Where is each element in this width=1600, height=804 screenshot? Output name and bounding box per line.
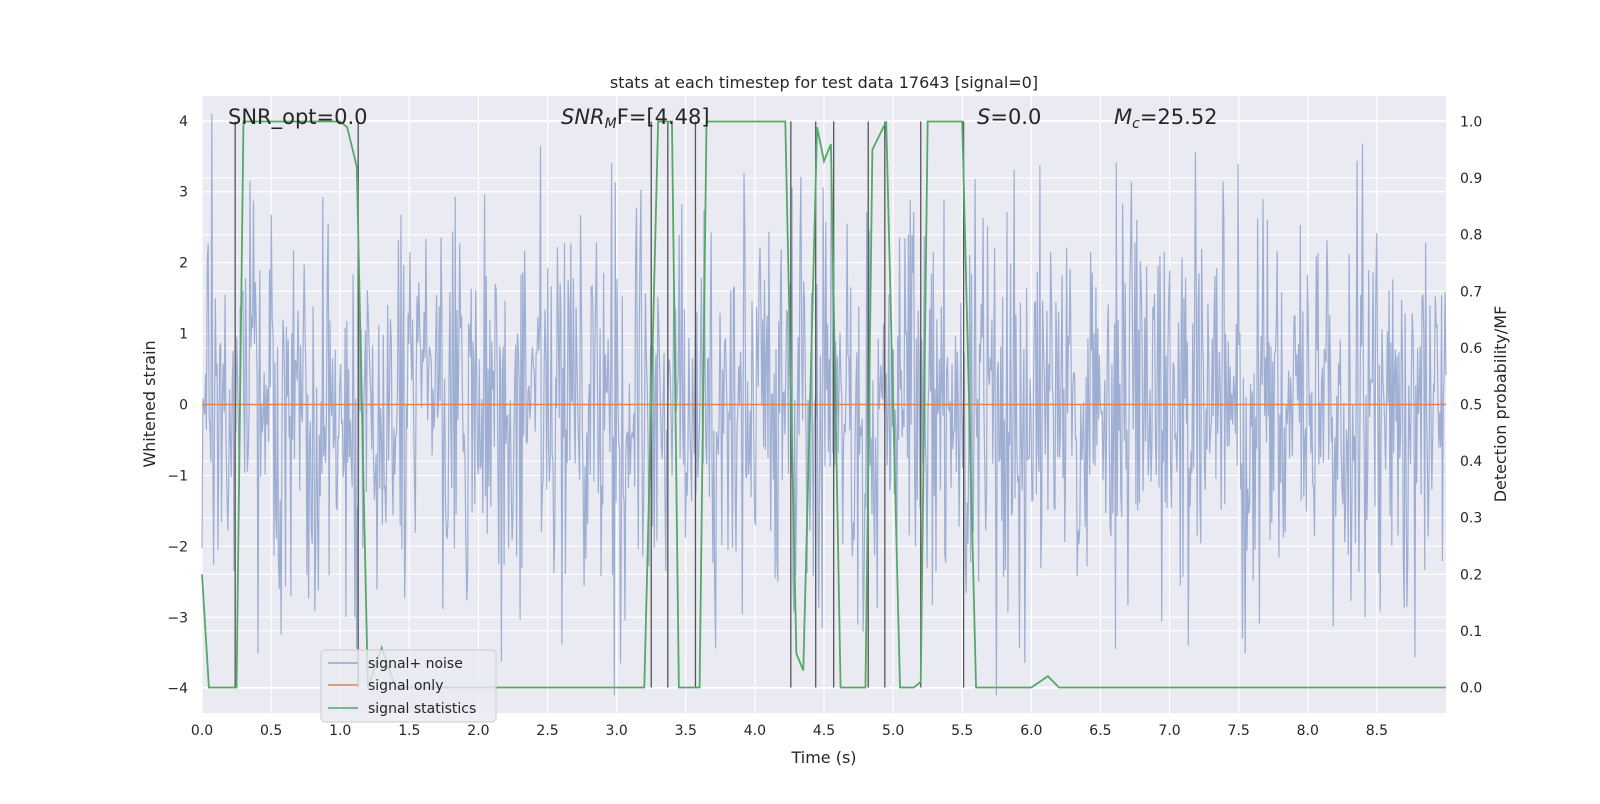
y-right-tick-label: 0.4 xyxy=(1460,454,1482,470)
snr-mf-main: SNR xyxy=(561,105,605,129)
snr-opt-annotation: SNR_opt=0.0 xyxy=(228,105,368,130)
x-tick-label: 4.5 xyxy=(813,723,835,739)
y-axis-right-label: Detection probability/MF xyxy=(1491,306,1510,503)
s-annotation: S=0.0 xyxy=(977,105,1041,129)
x-tick-label: 5.5 xyxy=(951,723,973,739)
x-tick-label: 0.0 xyxy=(191,723,213,739)
snr-mf-rest: F=[4.48] xyxy=(617,105,710,129)
x-tick-label: 6.5 xyxy=(1089,723,1111,739)
x-tick-label: 4.0 xyxy=(744,723,766,739)
y-right-tick-label: 0.3 xyxy=(1460,511,1482,527)
legend-label-signal-statistics: signal statistics xyxy=(368,701,476,717)
x-tick-label: 1.0 xyxy=(329,723,351,739)
x-tick-label: 8.5 xyxy=(1366,723,1388,739)
y-right-tick-label: 0.5 xyxy=(1460,398,1482,414)
y-right-tick-label: 0.2 xyxy=(1460,567,1482,583)
x-tick-label: 7.0 xyxy=(1158,723,1180,739)
x-tick-label: 3.0 xyxy=(606,723,628,739)
y-tick-label: 0 xyxy=(179,398,188,414)
legend: signal+ noise signal only signal statist… xyxy=(320,649,497,723)
y-right-tick-label: 1.0 xyxy=(1460,114,1482,130)
x-tick-label: 3.5 xyxy=(675,723,697,739)
y-right-tick-label: 0.6 xyxy=(1460,341,1482,357)
x-axis-label: Time (s) xyxy=(790,748,856,767)
x-tick-label: 7.5 xyxy=(1228,723,1250,739)
y-right-tick-label: 0.0 xyxy=(1460,681,1482,697)
mc-annotation: Mc=25.52 xyxy=(1114,105,1218,132)
signal-statistics-line xyxy=(201,120,1446,689)
x-tick-label: 5.0 xyxy=(882,723,904,739)
y-tick-label: −2 xyxy=(167,539,188,555)
signal-statistics-series xyxy=(201,120,1446,689)
mc-sub: c xyxy=(1132,116,1140,132)
mc-main: M xyxy=(1114,105,1132,129)
y-tick-label: 1 xyxy=(179,327,188,343)
x-tick-label: 0.5 xyxy=(260,723,282,739)
y-right-tick-label: 0.7 xyxy=(1460,284,1482,300)
snr-mf-annotation: SNRMF=[4.48] xyxy=(561,105,710,132)
x-tick-label: 1.5 xyxy=(398,723,420,739)
y-tick-label: −3 xyxy=(167,610,188,626)
x-tick-label: 2.0 xyxy=(467,723,489,739)
x-tick-label: 2.5 xyxy=(536,723,558,739)
legend-box xyxy=(320,649,497,723)
signal-noise-series xyxy=(201,113,1447,696)
tick-labels: 0.0 0.5 1.0 1.5 2.0 2.5 3.0 3.5 4.0 4.5 5.0 5.5 6.0 6… xyxy=(167,114,1482,739)
s-main: S xyxy=(977,105,990,129)
mc-rest: =25.52 xyxy=(1140,105,1218,129)
chart-title: stats at each timestep for test data 176… xyxy=(610,73,1038,92)
s-rest: =0.0 xyxy=(990,105,1041,129)
y-tick-label: 3 xyxy=(179,185,188,201)
x-tick-label: 8.0 xyxy=(1297,723,1319,739)
legend-label-signal-noise: signal+ noise xyxy=(368,656,463,672)
snr-mf-sub: M xyxy=(605,116,617,132)
y-right-tick-label: 0.8 xyxy=(1460,228,1482,244)
signal-noise-line xyxy=(201,113,1447,696)
y-tick-label: 4 xyxy=(179,114,188,130)
x-tick-label: 6.0 xyxy=(1020,723,1042,739)
y-tick-label: 2 xyxy=(179,256,188,272)
y-tick-label: −1 xyxy=(167,468,188,484)
y-right-tick-label: 0.1 xyxy=(1460,624,1482,640)
y-tick-label: −4 xyxy=(167,681,188,697)
legend-label-signal-only: signal only xyxy=(368,678,443,694)
y-right-tick-label: 0.9 xyxy=(1460,171,1482,187)
y-axis-label: Whitened strain xyxy=(140,340,159,467)
